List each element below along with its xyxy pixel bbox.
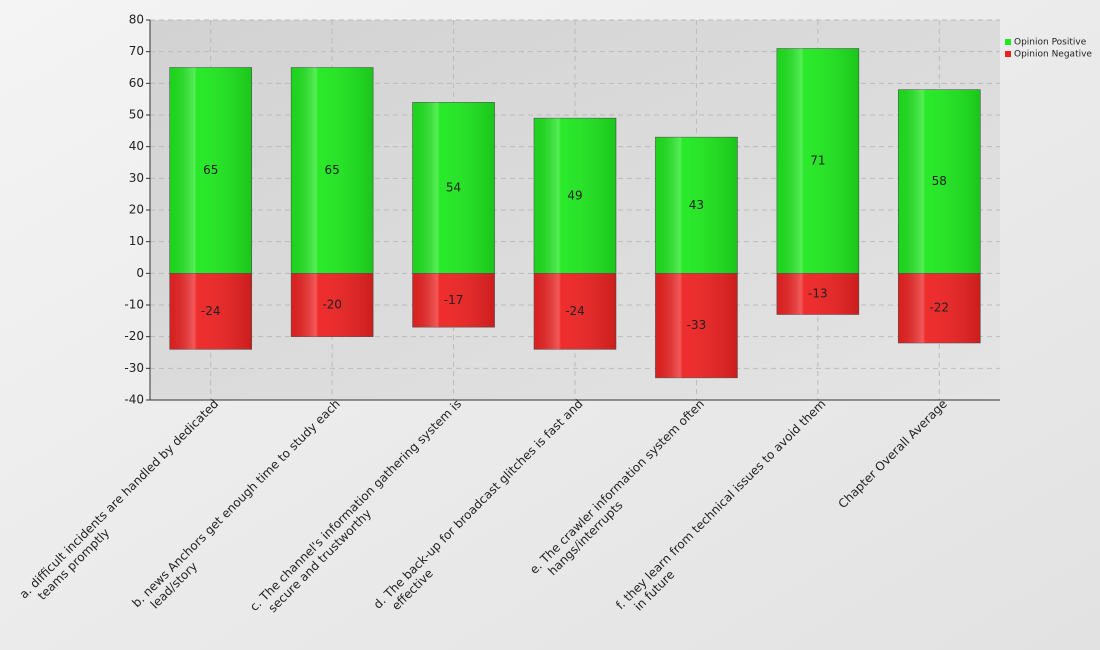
y-tick-label: 60: [129, 76, 144, 90]
value-label: -24: [201, 304, 221, 318]
value-label: -22: [929, 301, 949, 315]
y-tick-label: 10: [129, 234, 144, 248]
value-label: -24: [565, 304, 585, 318]
y-tick-label: 70: [129, 44, 144, 58]
bar-shine: [291, 67, 374, 274]
value-label: 65: [325, 163, 340, 177]
y-tick-label: 50: [129, 108, 144, 122]
value-label: -33: [687, 318, 707, 332]
bar-shine: [534, 273, 616, 350]
y-tick-label: -20: [124, 329, 144, 343]
bar-shine: [169, 273, 252, 350]
bar-shine: [898, 273, 981, 343]
bar-shine: [776, 48, 859, 274]
y-tick-label: 30: [129, 171, 144, 185]
value-label: 43: [689, 198, 704, 212]
bar-shine: [534, 118, 616, 274]
legend-swatch: [1005, 39, 1011, 45]
value-label: 65: [203, 163, 218, 177]
y-tick-label: -10: [124, 298, 144, 312]
bar-shine: [655, 273, 738, 378]
value-label: 58: [932, 174, 947, 188]
legend-label: Opinion Positive: [1014, 38, 1087, 48]
value-label: 49: [567, 188, 582, 202]
value-label: -13: [808, 286, 828, 300]
value-label: 71: [810, 153, 825, 167]
y-tick-label: 40: [129, 139, 144, 153]
bar-shine: [412, 273, 495, 328]
y-tick-label: -40: [124, 393, 144, 407]
y-tick-label: -30: [124, 361, 144, 375]
legend-swatch: [1005, 51, 1011, 57]
legend-label: Opinion Negative: [1014, 50, 1092, 60]
bar-shine: [412, 102, 495, 274]
y-tick-label: 20: [129, 203, 144, 217]
legend: Opinion Positive Opinion Negative: [1005, 38, 1092, 60]
y-tick-label: 80: [129, 13, 144, 27]
bar-shine: [655, 137, 738, 274]
value-label: 54: [446, 180, 461, 194]
bar-shine: [776, 273, 859, 315]
bar-shine: [291, 273, 374, 337]
bar-shine: [169, 67, 252, 274]
y-tick-label: 0: [136, 266, 144, 280]
bar-shine: [898, 89, 981, 274]
value-label: -20: [322, 298, 342, 312]
value-label: -17: [444, 293, 464, 307]
